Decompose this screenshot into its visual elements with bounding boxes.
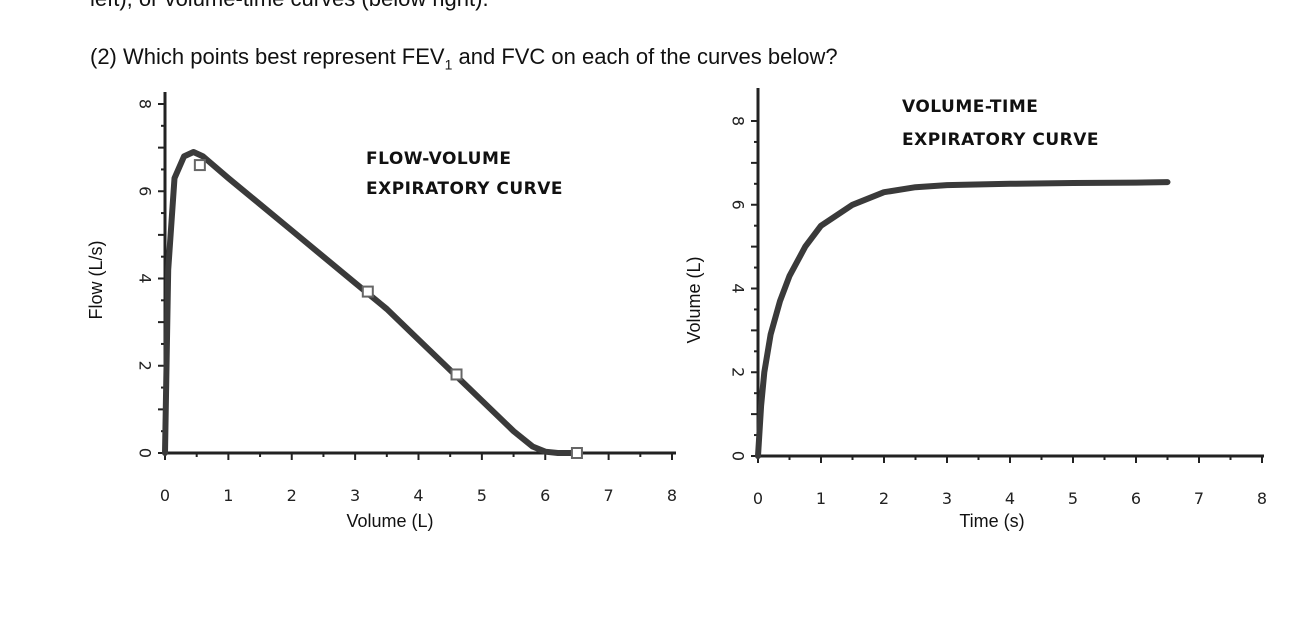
- data-point-marker: [361, 285, 374, 298]
- data-point-marker: [193, 159, 206, 172]
- chart-title-line: EXPIRATORY CURVE: [366, 179, 563, 199]
- truncated-previous-line: left), or volume-time curves (below righ…: [90, 0, 489, 12]
- y-tick-label: 0: [729, 451, 748, 461]
- y-axis-label: Volume (L): [684, 256, 704, 343]
- x-tick-label: 8: [1257, 489, 1267, 508]
- y-tick-label: 2: [729, 367, 748, 377]
- series-line: [755, 179, 1171, 459]
- x-tick-label: 1: [816, 489, 826, 508]
- chart-title-line: FLOW-VOLUME: [366, 149, 511, 169]
- x-tick-label: 8: [667, 486, 677, 505]
- y-tick-label: 4: [729, 283, 748, 293]
- y-tick-label: 2: [136, 361, 155, 371]
- x-tick-label: 5: [1068, 489, 1078, 508]
- x-tick-label: 4: [1005, 489, 1015, 508]
- x-tick-label: 7: [604, 486, 614, 505]
- y-axis-label: Flow (L/s): [86, 240, 106, 319]
- data-point-marker: [450, 368, 463, 381]
- y-tick-label: 4: [136, 273, 155, 283]
- chart-1: 0 1 2 3 4 5 6 7 8 0 2 4 6 8 Volume (L) Flow (L/s) FLOW-V…: [86, 92, 677, 531]
- y-tick-label: 6: [136, 186, 155, 196]
- x-tick-label: 0: [753, 489, 763, 508]
- chart-title-line: EXPIRATORY CURVE: [902, 130, 1099, 150]
- question-prefix: (2) Which points best represent FEV: [90, 44, 445, 69]
- question-text: (2) Which points best represent FEV1 and…: [90, 44, 838, 72]
- x-axis-label: Time (s): [959, 511, 1024, 531]
- question-suffix: and FVC on each of the curves below?: [452, 44, 838, 69]
- x-tick-label: 6: [1131, 489, 1141, 508]
- x-tick-label: 0: [160, 486, 170, 505]
- x-tick-label: 2: [879, 489, 889, 508]
- data-point-marker: [570, 447, 583, 459]
- series-line: [162, 149, 580, 456]
- y-tick-label: 8: [136, 99, 155, 109]
- y-tick-label: 8: [729, 116, 748, 126]
- y-tick-label: 6: [729, 200, 748, 210]
- x-tick-label: 2: [287, 486, 297, 505]
- x-tick-label: 6: [540, 486, 550, 505]
- question-subscript: 1: [444, 56, 453, 73]
- y-tick-label: 0: [136, 448, 155, 458]
- chart-2: 0 1 2 3 4 5 6 7 8 0 2 4 6 8 Time (s) Volume (L) VOLUME-T…: [684, 88, 1267, 531]
- x-tick-label: 3: [350, 486, 360, 505]
- x-tick-label: 5: [477, 486, 487, 505]
- x-tick-label: 1: [223, 486, 233, 505]
- x-tick-label: 3: [942, 489, 952, 508]
- x-tick-label: 7: [1194, 489, 1204, 508]
- x-axis-label: Volume (L): [346, 511, 433, 531]
- chart-title-line: VOLUME-TIME: [902, 97, 1038, 117]
- x-tick-label: 4: [413, 486, 423, 505]
